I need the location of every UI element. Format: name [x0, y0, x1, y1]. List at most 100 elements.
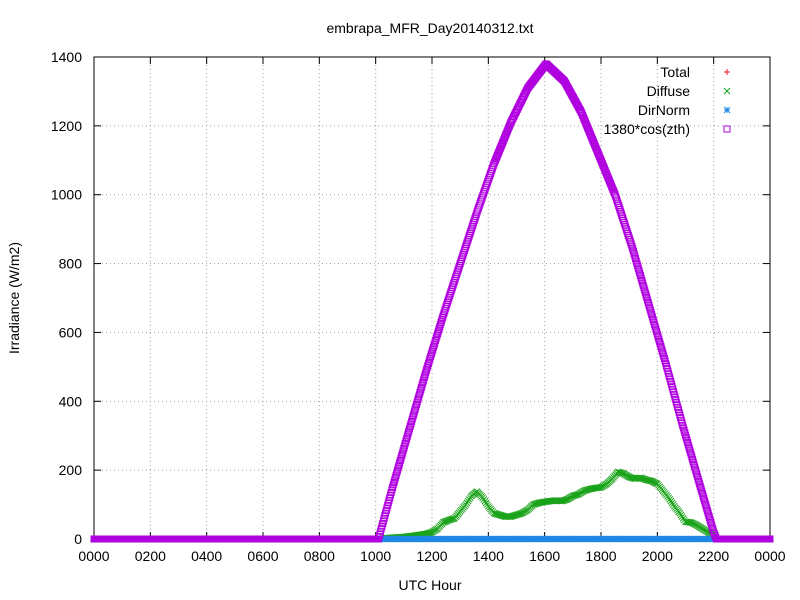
- data-point: [684, 441, 692, 449]
- data-point: [392, 471, 400, 479]
- data-point: [661, 357, 669, 365]
- data-point: [429, 346, 437, 354]
- data-point: [636, 272, 644, 280]
- data-point: [410, 408, 418, 416]
- data-point: [648, 311, 656, 319]
- x-tick-label: 0800: [304, 548, 335, 564]
- x-tick-label: 1000: [360, 548, 391, 564]
- data-point: [427, 353, 435, 361]
- data-point: [689, 458, 697, 466]
- data-point: [632, 257, 640, 265]
- data-point: [391, 476, 399, 484]
- data-point: [660, 352, 668, 360]
- data-point: [651, 320, 659, 328]
- data-point: [766, 535, 774, 543]
- data-point: [422, 366, 430, 374]
- x-tick-label: 2000: [642, 548, 673, 564]
- data-point: [685, 443, 693, 451]
- data-point: [645, 301, 653, 309]
- data-point: [702, 502, 710, 510]
- data-point: [680, 426, 688, 434]
- legend-marker: [723, 125, 731, 133]
- legend-marker: [724, 69, 730, 75]
- data-point: [561, 496, 569, 504]
- data-point: [420, 374, 428, 382]
- data-point: [654, 333, 662, 341]
- axis-ticks: 0000 0200 0400 0600 0800 1000 1200 1400 1600 1800…: [51, 49, 786, 564]
- chart-title: embrapa_MFR_Day20140312.txt: [326, 20, 533, 36]
- x-tick-label: 2200: [698, 548, 729, 564]
- data-point: [414, 396, 422, 404]
- x-tick-label: 1800: [585, 548, 616, 564]
- data-point: [420, 376, 428, 384]
- data-point: [686, 446, 694, 454]
- data-point: [398, 452, 406, 460]
- data-point: [638, 276, 646, 284]
- data-point: [695, 477, 703, 485]
- data-point: [681, 429, 689, 437]
- data-point: [413, 398, 421, 406]
- data-point: [390, 478, 398, 486]
- data-point: [573, 491, 581, 498]
- data-point: [405, 425, 413, 433]
- data-point: [705, 511, 713, 519]
- data-point: [393, 466, 401, 474]
- data-point: [437, 318, 445, 326]
- data-point: [705, 514, 713, 522]
- data-point: [407, 420, 415, 428]
- data-point: [429, 343, 437, 351]
- data-point: [417, 386, 425, 394]
- data-point: [421, 371, 429, 379]
- data-point: [697, 485, 705, 493]
- data-point: [439, 314, 447, 322]
- data-point: [646, 303, 654, 311]
- legend: Total Diffuse DirNorm 1380*cos(zth): [604, 64, 731, 137]
- data-point: [627, 240, 635, 248]
- data-point: [657, 342, 665, 350]
- data-point: [389, 483, 397, 491]
- data-point: [693, 473, 701, 481]
- data-point: [405, 427, 413, 435]
- data-point: [448, 515, 456, 523]
- data-point: [655, 335, 663, 343]
- data-point: [694, 475, 702, 483]
- data-point: [389, 481, 397, 489]
- data-point: [404, 430, 412, 438]
- data-point: [631, 252, 639, 260]
- data-point: [635, 267, 643, 275]
- y-tick-label: 1200: [51, 118, 82, 134]
- data-point: [703, 506, 711, 514]
- x-tick-label: 1600: [529, 548, 560, 564]
- data-point: [406, 422, 414, 430]
- data-point: [643, 294, 651, 302]
- data-point: [431, 339, 439, 347]
- legend-label: Total: [660, 64, 690, 80]
- x-tick-label: 0000: [78, 548, 109, 564]
- data-point: [639, 279, 647, 287]
- data-point: [412, 403, 420, 411]
- data-point: [687, 451, 695, 459]
- data-point: [696, 482, 704, 490]
- data-point: [640, 284, 648, 292]
- data-point: [397, 454, 405, 462]
- data-point: [637, 274, 645, 282]
- data-point: [408, 418, 416, 426]
- data-point: [653, 328, 661, 336]
- data-point: [682, 434, 690, 442]
- data-point: [401, 442, 409, 450]
- data-point: [704, 509, 712, 517]
- data-point: [679, 421, 687, 429]
- x-tick-label: 0000: [754, 548, 785, 564]
- data-point: [438, 316, 446, 324]
- data-point: [432, 336, 440, 344]
- data-point: [644, 298, 652, 306]
- data-point: [410, 410, 418, 418]
- legend-label: 1380*cos(zth): [604, 121, 690, 137]
- legend-marker: [723, 87, 731, 95]
- data-point: [430, 341, 438, 349]
- data-point: [643, 296, 651, 304]
- data-point: [688, 453, 696, 461]
- data-point: [655, 337, 663, 345]
- data-point: [636, 269, 644, 277]
